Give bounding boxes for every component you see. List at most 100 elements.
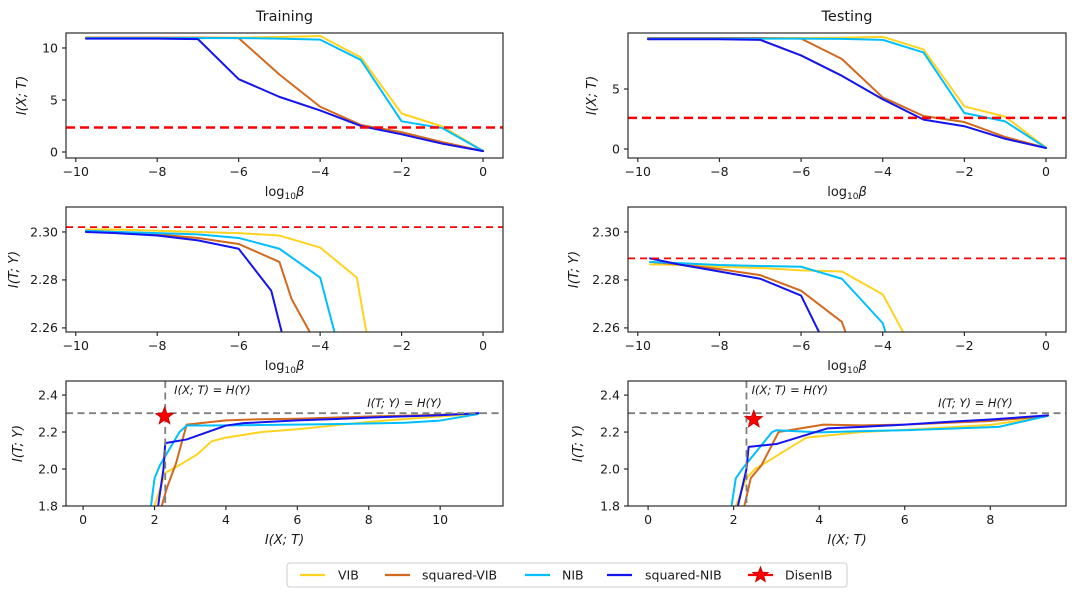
y-tick-label: 2.4 [38, 387, 58, 402]
axes-spines [65, 380, 504, 507]
x-tick-label: −2 [392, 338, 410, 353]
legend-item-label: VIB [338, 568, 359, 583]
legend-item-NIB: NIB [525, 568, 584, 583]
axes-spines [627, 380, 1067, 507]
series-line-squared-VIB [649, 260, 847, 332]
series-line-squared-NIB [84, 37, 485, 153]
x-tick-label: −6 [229, 164, 247, 179]
series-group [649, 257, 905, 332]
subplot-training-ITY-vs-beta: −10 −8 −6 −4 −2 0 2.26 2.28 2.30 log10β I(T; Y) [7, 206, 504, 376]
axes-spines [627, 32, 1067, 159]
subplot-title: Testing [821, 9, 873, 25]
x-tick-label: 8 [365, 512, 373, 527]
y-tick-label: 2.30 [30, 224, 58, 239]
series-line-squared-NIB [649, 257, 821, 332]
y-tick-label: 1.8 [600, 498, 620, 513]
axes-spines [65, 206, 504, 333]
annotation-label: I(T; Y) = H(Y) [938, 396, 1012, 410]
legend: VIB squared-VIB NIB squared-NIB DisenIB [286, 562, 848, 588]
series-group [730, 414, 1050, 506]
subplot-training-IXT-vs-beta: −10 −8 −6 −4 −2 0 0 5 10 Training log10β I(X; T) [15, 9, 504, 202]
y-tick-label: 2.28 [30, 272, 58, 287]
y-tick-label: 2.0 [600, 461, 620, 476]
series-group [149, 412, 480, 506]
y-tick-label: 0 [50, 144, 58, 159]
subplot-training-info-plane: 0 2 4 6 8 10 1.8 2.0 2.2 2.4 I(X; T) I(T; Y) I(X; T)… [11, 380, 504, 548]
subplot-title: Training [255, 9, 313, 25]
series-line-VIB [84, 35, 485, 152]
legend-box [286, 562, 848, 588]
x-tick-label: 8 [986, 512, 994, 527]
legend-item-squared-NIB: squared-NIB [607, 568, 722, 583]
legend-item-label: DisenIB [785, 568, 833, 583]
series-line-VIB [649, 263, 905, 332]
x-tick-label: −10 [63, 338, 89, 353]
y-tick-label: 2.4 [600, 387, 620, 402]
x-axis-label: log10β [827, 185, 867, 202]
x-tick-label: 0 [479, 164, 487, 179]
x-tick-label: −8 [148, 338, 166, 353]
y-axis-label: I(T; Y) [11, 425, 26, 462]
series-line-squared-NIB [647, 38, 1047, 150]
x-tick-label: 2 [151, 512, 159, 527]
y-tick-label: 10 [42, 40, 58, 55]
series-line-VIB [734, 415, 1047, 506]
series-line-NIB [649, 260, 887, 332]
annotation-label: I(T; Y) = H(Y) [367, 396, 441, 410]
subplot-testing-ITY-vs-beta: −10 −8 −6 −4 −2 0 2.26 2.28 2.30 log10β I(T; Y) [567, 206, 1067, 376]
legend-item-DisenIB: DisenIB [748, 565, 833, 583]
y-tick-label: 0 [612, 141, 620, 156]
y-tick-label: 2.28 [592, 272, 620, 287]
x-tick-label: 0 [1042, 338, 1050, 353]
x-tick-label: −6 [229, 338, 247, 353]
series-line-squared-VIB [743, 415, 1047, 506]
series-line-VIB [153, 412, 479, 506]
x-tick-label: 6 [293, 512, 301, 527]
legend-item-label: squared-NIB [645, 568, 722, 583]
y-tick-label: 1.8 [38, 498, 58, 513]
legend-item-VIB: VIB [300, 568, 359, 583]
x-tick-label: −4 [311, 164, 329, 179]
y-tick-label: 2.2 [38, 424, 58, 439]
x-tick-label: −8 [710, 338, 728, 353]
x-tick-label: −6 [792, 164, 810, 179]
y-axis-label: I(T; Y) [571, 425, 586, 462]
series-line-squared-VIB [647, 37, 1047, 149]
y-tick-label: 2.26 [30, 320, 58, 335]
series-group [647, 35, 1047, 150]
x-tick-label: 4 [815, 512, 823, 527]
x-axis-label: I(X; T) [827, 533, 866, 548]
x-tick-label: 4 [222, 512, 230, 527]
x-tick-label: 6 [901, 512, 909, 527]
y-axis-label: I(X; T) [585, 76, 600, 115]
series-line-VIB [84, 228, 368, 332]
y-axis-label: I(T; Y) [7, 251, 22, 288]
x-tick-label: −8 [710, 164, 728, 179]
disenib-star-marker [154, 405, 175, 425]
x-tick-label: 10 [432, 512, 448, 527]
x-tick-label: −4 [311, 338, 329, 353]
axes-spines [627, 206, 1067, 333]
y-tick-label: 5 [50, 92, 58, 107]
series-line-squared-NIB [736, 414, 1050, 506]
x-tick-label: −2 [392, 164, 410, 179]
x-tick-label: −2 [955, 164, 973, 179]
series-line-NIB [84, 229, 336, 332]
x-tick-label: −6 [792, 338, 810, 353]
x-tick-label: −10 [63, 164, 89, 179]
y-tick-label: 2.0 [38, 461, 58, 476]
x-axis-label: log10β [265, 359, 305, 376]
x-tick-label: −4 [873, 164, 891, 179]
series-line-squared-NIB [84, 230, 283, 332]
x-tick-label: −10 [625, 338, 651, 353]
series-line-squared-VIB [84, 229, 311, 332]
x-tick-label: 2 [730, 512, 738, 527]
series-line-NIB [730, 414, 1050, 506]
x-axis-label: I(X; T) [265, 533, 304, 548]
x-axis-label: log10β [827, 359, 867, 376]
x-tick-label: 0 [1042, 164, 1050, 179]
y-tick-label: 2.30 [592, 224, 620, 239]
series-group [84, 228, 368, 332]
legend-item-squared-VIB: squared-VIB [385, 568, 497, 583]
